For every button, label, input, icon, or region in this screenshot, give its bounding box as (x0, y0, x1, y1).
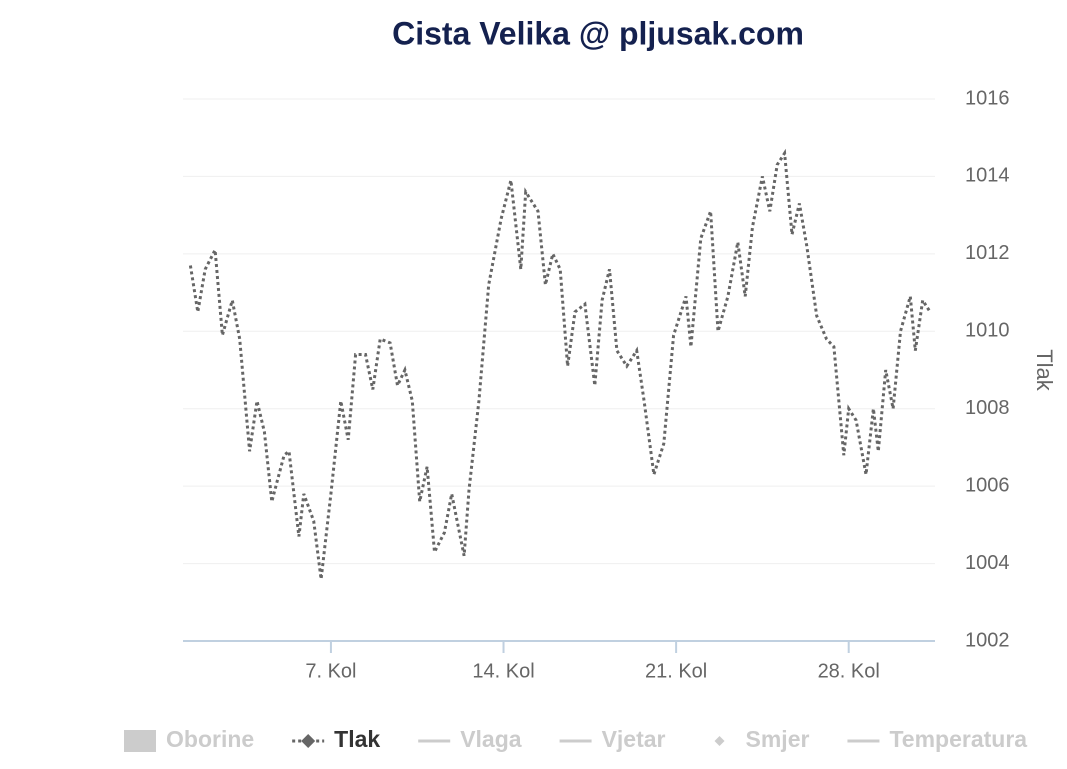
legend-item[interactable]: Temperatura (847, 726, 1027, 752)
legend-label: Smjer (746, 726, 810, 752)
legend-item[interactable]: Vlaga (418, 726, 522, 752)
y-tick-label: 1014 (965, 165, 1010, 187)
data-line (188, 148, 932, 580)
x-tick-label: 21. Kol (645, 660, 707, 682)
x-tick-label: 7. Kol (305, 660, 356, 682)
legend-label: Vlaga (460, 726, 522, 752)
legend-symbol (124, 730, 156, 752)
legend-marker (301, 734, 316, 748)
legend-marker (714, 736, 725, 746)
legend-item[interactable]: Vjetar (559, 726, 666, 752)
legend-item[interactable]: Oborine (124, 726, 254, 752)
y-tick-label: 1008 (965, 397, 1010, 419)
y-tick-label: 1004 (965, 552, 1010, 574)
y-tick-label: 1010 (965, 320, 1010, 342)
legend-label: Temperatura (889, 726, 1027, 752)
legend-item[interactable]: Tlak (292, 726, 380, 752)
y-axis-title: Tlak (1032, 349, 1057, 392)
x-tick-label: 14. Kol (472, 660, 534, 682)
legend-label: Oborine (166, 726, 254, 752)
x-tick-label: 28. Kol (818, 660, 880, 682)
chart-title: Cista Velika @ pljusak.com (392, 15, 804, 51)
legend-label: Tlak (334, 726, 380, 752)
legend-item[interactable]: Smjer (714, 726, 810, 752)
legend-label: Vjetar (602, 726, 666, 752)
y-tick-label: 1006 (965, 474, 1010, 496)
y-tick-label: 1002 (965, 629, 1010, 651)
y-tick-label: 1016 (965, 87, 1010, 109)
y-tick-label: 1012 (965, 242, 1010, 264)
